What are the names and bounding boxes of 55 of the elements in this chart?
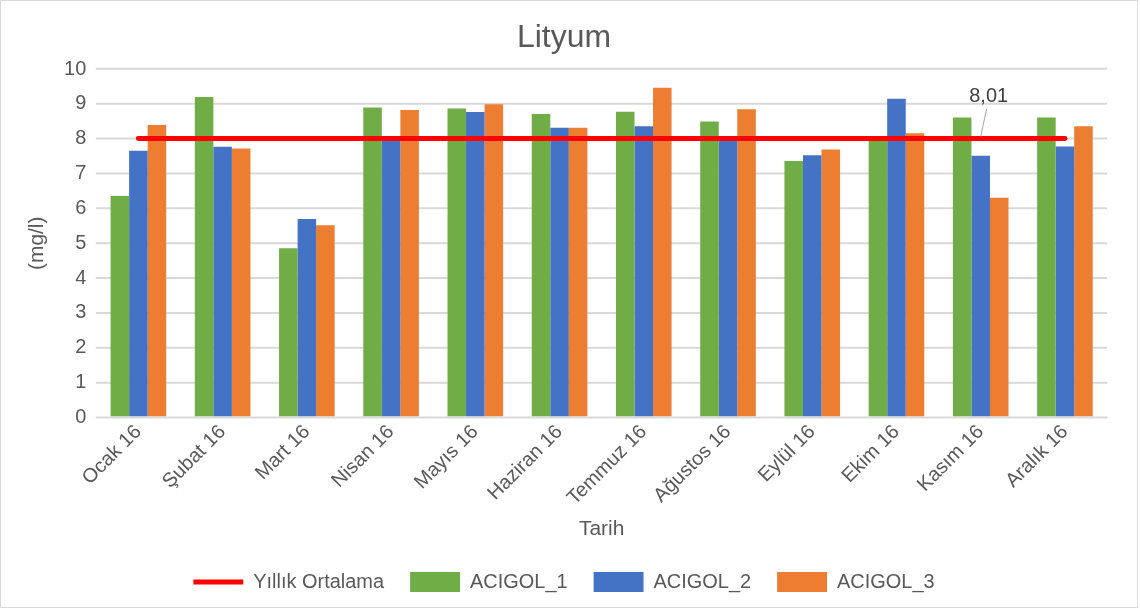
y-tick-label: 3 (75, 300, 87, 323)
bar (784, 161, 803, 417)
bar (718, 138, 738, 417)
bar (905, 133, 925, 417)
legend-label: ACIGOL_1 (470, 569, 568, 593)
bar (531, 114, 551, 417)
y-tick-label: 6 (75, 195, 87, 218)
bar (971, 155, 990, 417)
bar (363, 107, 382, 417)
bar (213, 146, 232, 417)
y-tick-label: 9 (75, 91, 87, 114)
bar (231, 148, 251, 417)
bar (194, 97, 214, 417)
bar (297, 218, 317, 417)
bar (887, 98, 906, 417)
bar (568, 127, 588, 417)
data-label: 8,01 (969, 84, 1009, 107)
bar (737, 109, 756, 417)
bar (316, 225, 335, 417)
bar (484, 104, 504, 417)
bar (1074, 126, 1093, 417)
bar (802, 155, 822, 417)
bar (381, 138, 401, 417)
bar (1037, 117, 1056, 417)
bar (821, 149, 841, 417)
bar (447, 108, 467, 417)
bar (1055, 146, 1075, 417)
bar (868, 140, 888, 417)
bar (129, 150, 148, 417)
y-tick-label: 5 (75, 230, 87, 253)
bar (279, 248, 298, 417)
y-tick-label: 7 (75, 161, 87, 184)
bar (653, 87, 672, 417)
y-tick-label: 1 (75, 370, 87, 393)
bar (615, 111, 635, 417)
bar (989, 197, 1009, 417)
bar (110, 195, 130, 417)
bar (147, 124, 167, 417)
legend-label: Yıllık Ortalama (253, 569, 385, 592)
bar (952, 117, 972, 417)
bar (466, 112, 485, 417)
chart-title: Lityum (516, 17, 612, 54)
legend-label: ACIGOL_3 (837, 569, 935, 593)
bar (400, 109, 419, 417)
bar (550, 127, 569, 417)
x-axis-title: Tarih (578, 516, 625, 540)
bar (634, 126, 654, 417)
y-tick-label: 2 (75, 335, 87, 358)
y-tick-label: 10 (64, 56, 87, 79)
y-tick-label: 0 (75, 404, 87, 427)
y-tick-label: 8 (75, 126, 87, 149)
legend-label: ACIGOL_2 (653, 569, 752, 593)
y-tick-label: 4 (75, 265, 87, 288)
y-axis-title: (mg/l) (24, 216, 48, 270)
bar (700, 121, 719, 417)
